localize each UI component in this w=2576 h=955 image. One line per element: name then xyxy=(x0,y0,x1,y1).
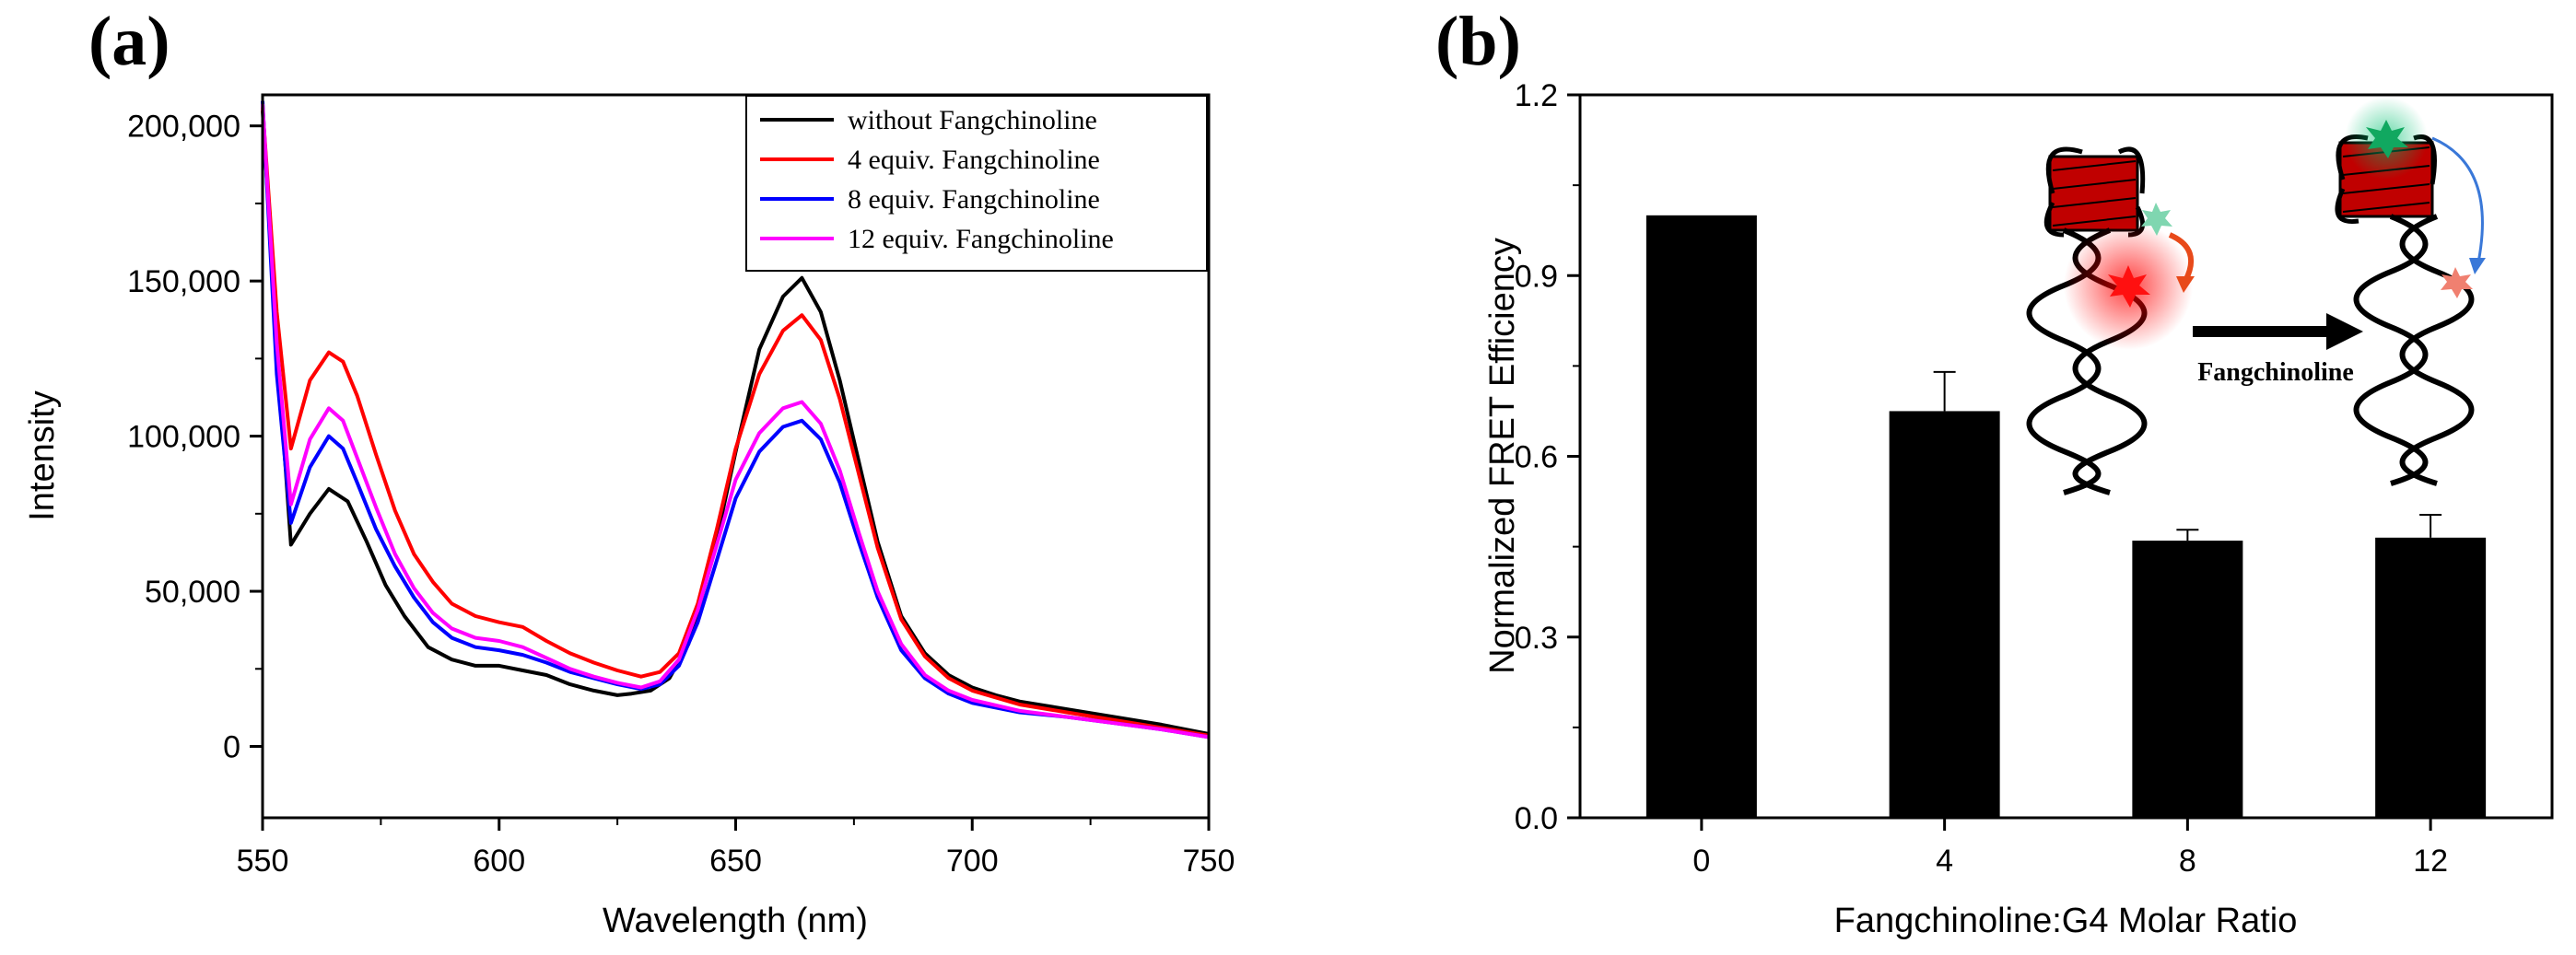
legend-label-1: 4 equiv. Fangchinoline xyxy=(848,145,1100,175)
fret-x-tick-label: 0 xyxy=(1692,844,1710,879)
inset-fangchinoline-label: Fangchinoline xyxy=(2197,358,2354,387)
spectra-x-tick-label: 750 xyxy=(1183,844,1235,879)
acceptor-star-right-icon xyxy=(2441,267,2473,298)
spectra-chart: 550 600 650 700 750 0 50,000 100,000 150,000 200… xyxy=(23,93,1235,940)
spectrum-line-3 xyxy=(261,103,1210,740)
legend-label-2: 8 equiv. Fangchinoline xyxy=(848,184,1100,215)
fret-bar-chart: 0 4 8 12 0.0 0.3 0.6 0.9 1.2 Fangchinoline:G4 M… xyxy=(1483,78,2554,940)
spectra-x-tick-label: 600 xyxy=(473,844,525,879)
spectra-y-tick-label: 200,000 xyxy=(127,110,240,145)
panel-label-b: (b) xyxy=(1435,3,1521,80)
fret-bar-12 xyxy=(2375,537,2487,818)
fret-bar-0 xyxy=(1645,215,1757,819)
long-distance-arrow xyxy=(2431,136,2484,263)
legend-label-0: without Fangchinoline xyxy=(848,105,1097,135)
spectra-y-tick-label: 0 xyxy=(223,730,240,765)
energy-transfer-arrow xyxy=(2168,232,2195,283)
spectrum-line-1 xyxy=(261,107,1210,738)
spectra-x-tick-label: 700 xyxy=(946,844,999,879)
spectra-x-tick-label: 650 xyxy=(709,844,762,879)
spectra-y-tick-label: 100,000 xyxy=(127,420,240,455)
fret-y-axis-title: Normalized FRET Efficiency xyxy=(1483,238,1522,674)
duplex-strand-right-b xyxy=(2399,214,2475,486)
fret-y-tick-label: 0.9 xyxy=(1515,259,1558,294)
fret-bar-4 xyxy=(1889,411,2000,818)
donor-star-icon xyxy=(2141,203,2172,236)
duplex-strand-right-a xyxy=(2353,214,2429,486)
g-quadruplex-left xyxy=(2043,146,2146,238)
fret-x-axis-title: Fangchinoline:G4 Molar Ratio xyxy=(1834,902,2298,940)
spectra-legend: without Fangchinoline 4 equiv. Fangchinol… xyxy=(745,95,1208,272)
acceptor-star-icon xyxy=(2108,265,2150,308)
transition-arrow-head-icon xyxy=(2326,313,2363,350)
g4-schematic-inset: Fangchinoline xyxy=(2026,97,2486,495)
spectra-y-tick-label: 150,000 xyxy=(127,264,240,299)
legend-label-3: 12 equiv. Fangchinoline xyxy=(848,224,1114,254)
fret-y-tick-label: 0.6 xyxy=(1515,440,1558,475)
fret-y-tick-label: 0.3 xyxy=(1515,621,1558,656)
spectrum-line-2 xyxy=(261,100,1210,740)
spectra-y-tick-label: 50,000 xyxy=(145,575,240,610)
fret-x-tick-label: 4 xyxy=(1936,844,1953,879)
fret-x-tick-label: 8 xyxy=(2179,844,2196,879)
spectra-x-axis-title: Wavelength (nm) xyxy=(603,902,868,940)
fret-y-tick-label: 0.0 xyxy=(1515,801,1558,836)
spectra-x-tick-label: 550 xyxy=(237,844,289,879)
spectra-y-axis-title: Intensity xyxy=(23,390,62,521)
donor-star-right-icon xyxy=(2366,120,2408,158)
panel-label-a: (a) xyxy=(88,3,170,80)
fret-bar-8 xyxy=(2132,541,2243,818)
fret-y-tick-label: 1.2 xyxy=(1515,78,1558,113)
fret-x-tick-label: 12 xyxy=(2413,844,2448,879)
legend-box xyxy=(745,95,1208,272)
spectrum-line-0 xyxy=(261,110,1210,736)
